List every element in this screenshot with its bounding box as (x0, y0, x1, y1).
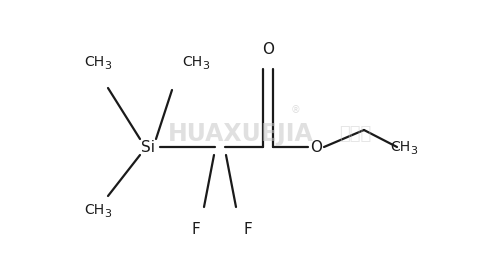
Text: CH: CH (84, 55, 104, 69)
Text: CH: CH (84, 203, 104, 217)
Text: F: F (243, 222, 252, 238)
Text: O: O (309, 139, 321, 155)
Text: F: F (191, 222, 200, 238)
Text: O: O (262, 41, 274, 57)
Text: 3: 3 (409, 146, 416, 156)
Text: CH: CH (389, 140, 409, 154)
Text: Si: Si (141, 139, 155, 155)
Text: 化学加: 化学加 (338, 125, 371, 143)
Text: ®: ® (290, 105, 300, 115)
Text: 3: 3 (104, 61, 111, 71)
Text: 3: 3 (104, 209, 111, 219)
Text: HUAXUEJIA: HUAXUEJIA (168, 122, 313, 146)
Text: 3: 3 (202, 61, 209, 71)
Text: CH: CH (181, 55, 202, 69)
